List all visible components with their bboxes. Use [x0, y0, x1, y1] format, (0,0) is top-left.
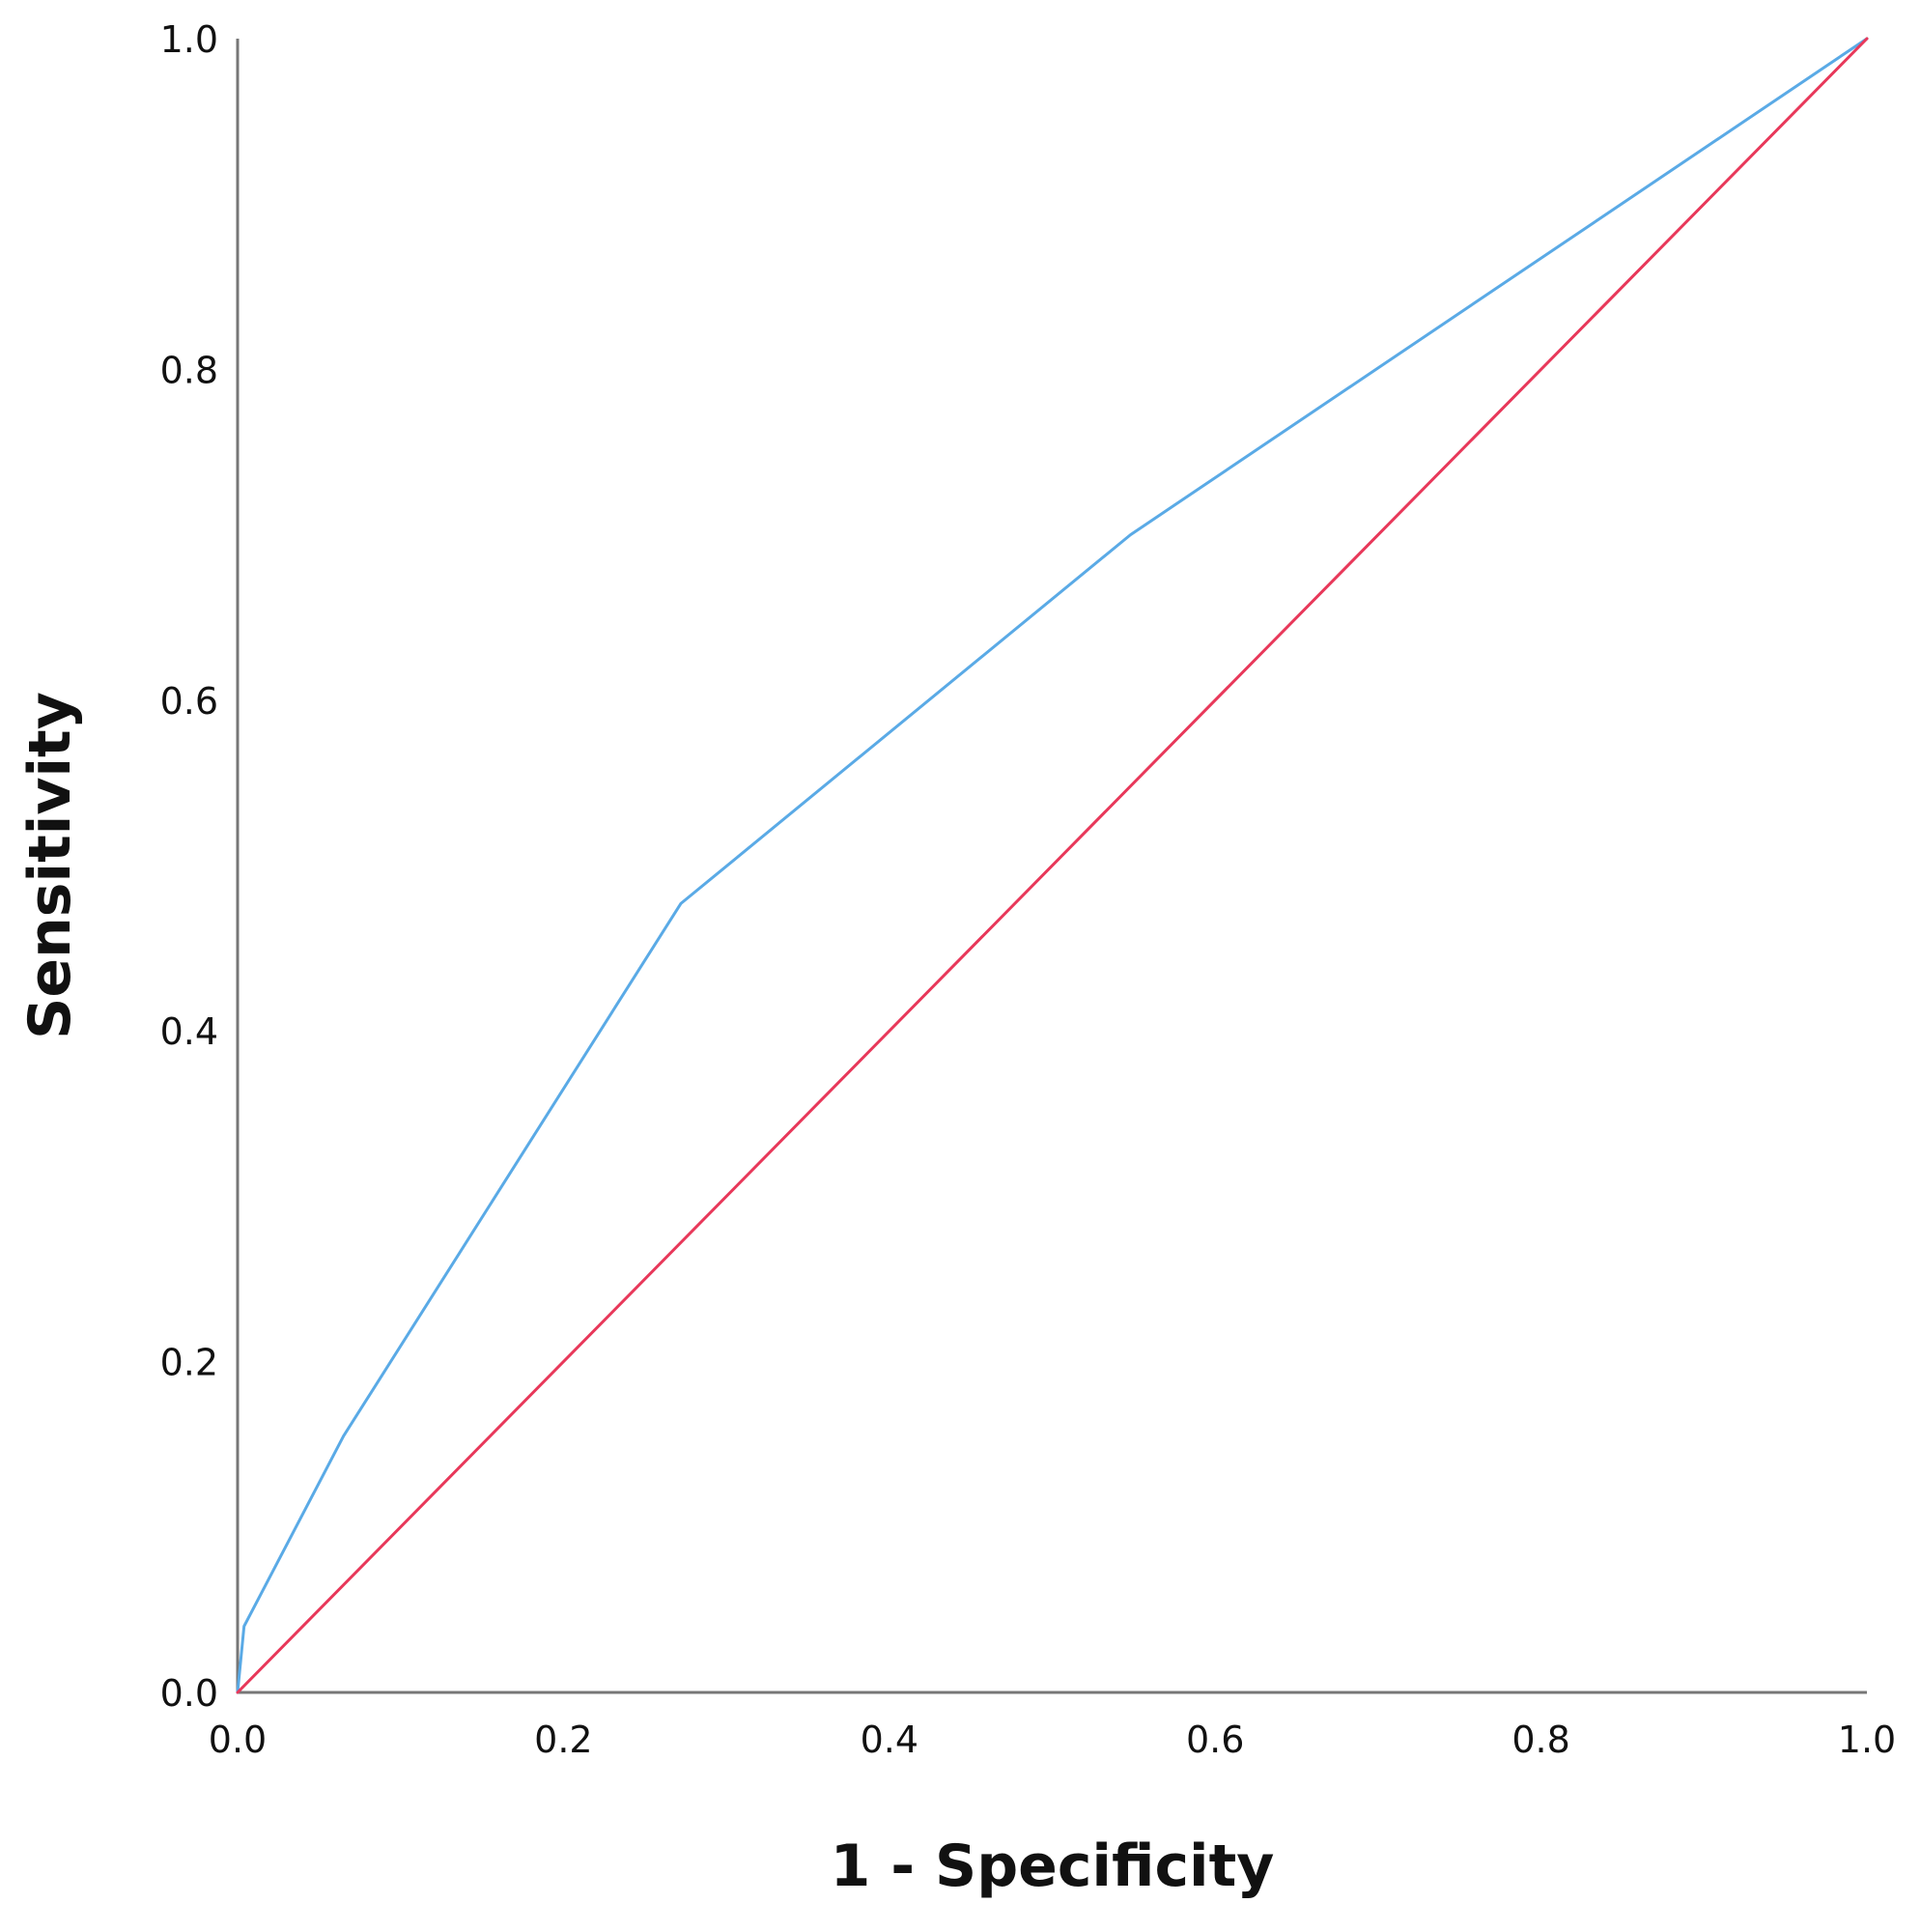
roc-curve-line [236, 37, 1869, 1694]
x-tick-label: 0.0 [209, 1719, 267, 1761]
axes [236, 39, 1867, 1694]
x-tick-labels: 0.0 0.2 0.4 0.6 0.8 1.0 [209, 1719, 1896, 1761]
y-tick-label: 0.0 [160, 1672, 218, 1715]
x-tick-label: 0.2 [534, 1719, 592, 1761]
y-tick-label: 0.6 [160, 680, 218, 723]
y-tick-label: 1.0 [160, 18, 218, 61]
y-axis-title: Sensitivity [16, 692, 84, 1039]
x-axis-title: 1 - Specificity [831, 1833, 1275, 1900]
x-tick-label: 1.0 [1838, 1719, 1896, 1761]
x-tick-label: 0.6 [1186, 1719, 1244, 1761]
series-lines [236, 37, 1869, 1694]
y-tick-labels: 0.0 0.2 0.4 0.6 0.8 1.0 [160, 18, 218, 1715]
y-tick-label: 0.8 [160, 349, 218, 391]
y-tick-label: 0.2 [160, 1342, 218, 1384]
y-tick-label: 0.4 [160, 1010, 218, 1053]
x-tick-label: 0.8 [1511, 1719, 1569, 1761]
x-tick-label: 0.4 [861, 1719, 918, 1761]
reference-diagonal-line [236, 37, 1869, 1694]
